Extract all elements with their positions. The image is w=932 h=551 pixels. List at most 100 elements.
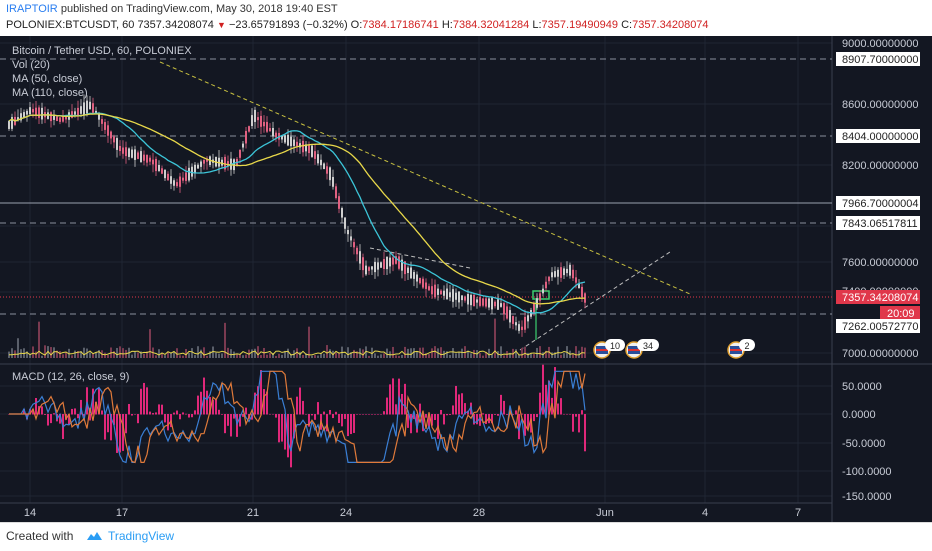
- candle-body[interactable]: [251, 115, 253, 126]
- candle-body[interactable]: [548, 276, 550, 282]
- candle-body[interactable]: [47, 112, 49, 119]
- candle-body[interactable]: [122, 147, 124, 154]
- candle-body[interactable]: [386, 256, 388, 270]
- candle-body[interactable]: [416, 274, 418, 282]
- candle-body[interactable]: [524, 316, 526, 330]
- candle-body[interactable]: [74, 111, 76, 115]
- chart-svg[interactable]: Bitcoin / Tether USD, 60, POLONIEX Vol (…: [0, 36, 932, 522]
- candle-body[interactable]: [428, 286, 430, 291]
- candle-body[interactable]: [197, 164, 199, 169]
- candle-body[interactable]: [446, 288, 448, 300]
- candle-body[interactable]: [377, 262, 379, 270]
- signal-line[interactable]: [9, 370, 586, 464]
- candle-body[interactable]: [191, 166, 193, 177]
- candle-body[interactable]: [98, 114, 100, 120]
- candle-body[interactable]: [494, 301, 496, 307]
- candle-body[interactable]: [443, 290, 445, 296]
- candle-body[interactable]: [464, 296, 466, 301]
- candle-body[interactable]: [554, 271, 556, 277]
- candle-body[interactable]: [566, 268, 568, 274]
- candle-body[interactable]: [527, 315, 529, 322]
- candle-body[interactable]: [149, 157, 151, 162]
- candle-body[interactable]: [272, 128, 274, 137]
- candle-body[interactable]: [455, 292, 457, 300]
- candle-body[interactable]: [317, 154, 319, 164]
- candle-body[interactable]: [449, 292, 451, 298]
- candle-body[interactable]: [125, 147, 127, 157]
- candle-body[interactable]: [41, 107, 43, 120]
- candle-body[interactable]: [392, 257, 394, 265]
- candle-body[interactable]: [485, 298, 487, 307]
- price-axis[interactable]: 9000.00000000 8600.00000000 8200.0000000…: [836, 38, 920, 360]
- candle-body[interactable]: [257, 117, 259, 121]
- candle-body[interactable]: [452, 289, 454, 302]
- candle-body[interactable]: [434, 284, 436, 298]
- candle-body[interactable]: [332, 176, 334, 187]
- candle-body[interactable]: [482, 298, 484, 306]
- macd-line[interactable]: [9, 370, 586, 464]
- candle-body[interactable]: [362, 257, 364, 271]
- candle-body[interactable]: [569, 264, 571, 276]
- candle-body[interactable]: [560, 267, 562, 278]
- candle-body[interactable]: [419, 277, 421, 284]
- candle-body[interactable]: [83, 102, 85, 115]
- candle-body[interactable]: [563, 268, 565, 276]
- candle-body[interactable]: [323, 163, 325, 170]
- candle-body[interactable]: [188, 167, 190, 181]
- candle-body[interactable]: [263, 121, 265, 127]
- candle-body[interactable]: [128, 148, 130, 157]
- candle-body[interactable]: [140, 151, 142, 163]
- candle-body[interactable]: [293, 139, 295, 146]
- candle-body[interactable]: [77, 107, 79, 116]
- macd-axis[interactable]: 50.0000 0.0000 -50.0000 -100.0000 -150.0…: [842, 381, 892, 503]
- candle-body[interactable]: [284, 135, 286, 143]
- candle-body[interactable]: [404, 261, 406, 275]
- candle-body[interactable]: [347, 230, 349, 235]
- candle-body[interactable]: [26, 110, 28, 115]
- candle-body[interactable]: [470, 294, 472, 306]
- candle-body[interactable]: [266, 121, 268, 132]
- candle-body[interactable]: [182, 177, 184, 181]
- candle-body[interactable]: [521, 326, 523, 330]
- candle-body[interactable]: [500, 303, 502, 307]
- candle-body[interactable]: [158, 165, 160, 171]
- candle-body[interactable]: [185, 172, 187, 181]
- candle-body[interactable]: [425, 282, 427, 289]
- candle-body[interactable]: [143, 154, 145, 161]
- ma110-line[interactable]: [8, 113, 586, 305]
- candle-body[interactable]: [440, 290, 442, 295]
- candle-body[interactable]: [299, 143, 301, 148]
- time-axis[interactable]: 14 17 21 24 28 Jun 4 7: [24, 507, 801, 519]
- candle-body[interactable]: [422, 278, 424, 288]
- candle-body[interactable]: [488, 298, 490, 308]
- candle-body[interactable]: [203, 159, 205, 164]
- candle-body[interactable]: [116, 138, 118, 150]
- candle-body[interactable]: [512, 316, 514, 324]
- candle-body[interactable]: [344, 217, 346, 229]
- candle-body[interactable]: [542, 288, 544, 294]
- candle-body[interactable]: [497, 299, 499, 310]
- candle-body[interactable]: [380, 262, 382, 268]
- candle-body[interactable]: [59, 117, 61, 122]
- candle-body[interactable]: [176, 182, 178, 187]
- candle-body[interactable]: [329, 167, 331, 181]
- candle-body[interactable]: [101, 119, 103, 124]
- candle-body[interactable]: [545, 281, 547, 289]
- candle-body[interactable]: [365, 265, 367, 275]
- candle-body[interactable]: [467, 294, 469, 305]
- candle-body[interactable]: [80, 106, 82, 114]
- candle-body[interactable]: [137, 152, 139, 159]
- tradingview-brand-link[interactable]: TradingView: [84, 529, 174, 543]
- local-trendline[interactable]: [369, 247, 471, 269]
- candle-body[interactable]: [17, 117, 19, 121]
- candle-body[interactable]: [113, 136, 115, 143]
- candle-body[interactable]: [173, 180, 175, 186]
- candle-body[interactable]: [338, 196, 340, 209]
- candle-body[interactable]: [305, 144, 307, 152]
- candle-body[interactable]: [152, 159, 154, 165]
- candle-body[interactable]: [314, 151, 316, 159]
- candle-body[interactable]: [107, 125, 109, 136]
- chart-canvas[interactable]: Bitcoin / Tether USD, 60, POLONIEX Vol (…: [0, 36, 932, 522]
- candle-body[interactable]: [95, 110, 97, 115]
- candle-body[interactable]: [110, 131, 112, 139]
